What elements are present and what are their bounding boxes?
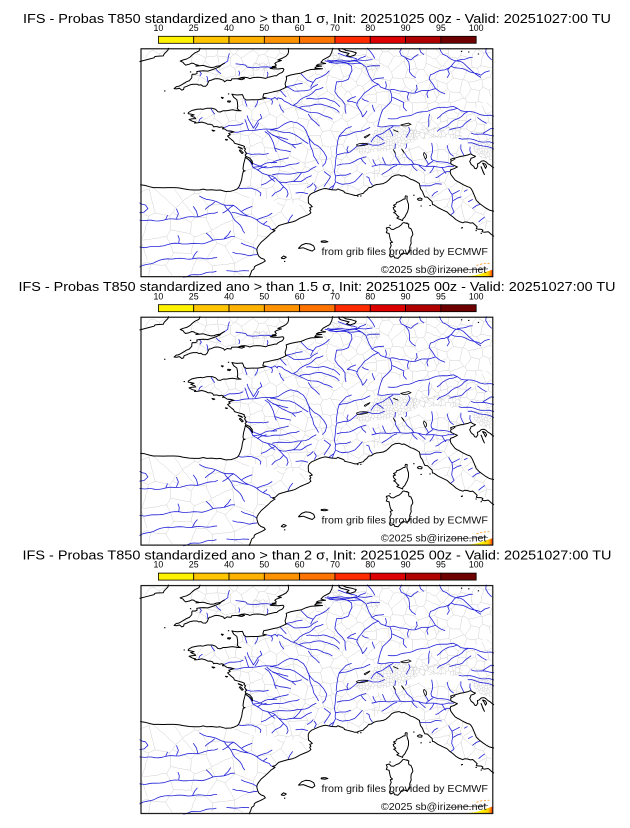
- svg-text:95: 95: [436, 291, 446, 301]
- svg-text:95: 95: [436, 560, 446, 570]
- svg-text:60: 60: [295, 291, 305, 301]
- svg-text:60: 60: [295, 560, 305, 570]
- svg-text:IFS - Probas T850 standardize: IFS - Probas T850 standardized ano > tha…: [23, 11, 611, 26]
- svg-text:25: 25: [189, 23, 199, 33]
- svg-text:10: 10: [154, 560, 164, 570]
- svg-text:90: 90: [401, 291, 411, 301]
- svg-text:80: 80: [365, 23, 375, 33]
- svg-text:70: 70: [330, 560, 340, 570]
- svg-text:40: 40: [224, 291, 234, 301]
- svg-text:90: 90: [401, 23, 411, 33]
- svg-text:40: 40: [224, 23, 234, 33]
- svg-text:60: 60: [295, 23, 305, 33]
- svg-text:80: 80: [365, 560, 375, 570]
- svg-text:95: 95: [436, 23, 446, 33]
- svg-text:10: 10: [154, 23, 164, 33]
- svg-text:10: 10: [154, 291, 164, 301]
- svg-text:100: 100: [469, 23, 484, 33]
- svg-text:70: 70: [330, 23, 340, 33]
- svg-text:50: 50: [259, 560, 269, 570]
- svg-text:50: 50: [259, 291, 269, 301]
- svg-text:70: 70: [330, 291, 340, 301]
- svg-text:IFS - Probas T850 standardize: IFS - Probas T850 standardized ano > tha…: [19, 279, 616, 294]
- svg-text:IFS - Probas T850 standardize: IFS - Probas T850 standardized ano > tha…: [23, 548, 612, 563]
- svg-text:100: 100: [469, 560, 484, 570]
- svg-text:40: 40: [224, 560, 234, 570]
- svg-text:90: 90: [401, 560, 411, 570]
- svg-text:25: 25: [189, 291, 199, 301]
- svg-text:25: 25: [189, 560, 199, 570]
- svg-text:50: 50: [259, 23, 269, 33]
- svg-text:80: 80: [365, 291, 375, 301]
- svg-text:100: 100: [469, 291, 484, 301]
